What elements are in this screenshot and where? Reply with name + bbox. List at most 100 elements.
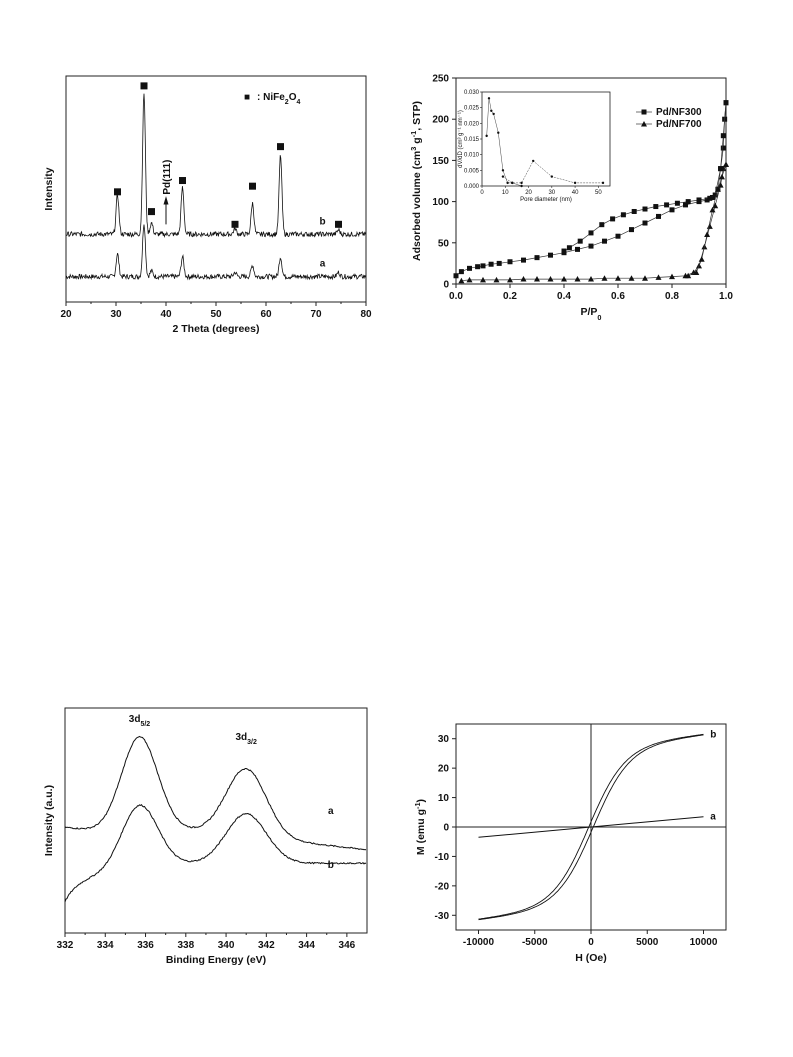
nife2o4-peak-marker (114, 188, 121, 196)
pd111-arrowhead (163, 196, 169, 205)
y-axis-label: Intensity (43, 167, 55, 210)
xps-svg: 332 334 336 338 340 342 344 346 Binding Energy (… (43, 707, 368, 966)
point-Pd/NF700 (588, 276, 594, 282)
point-Pd/NF300 (488, 261, 494, 267)
series-label-b: b (328, 860, 334, 871)
y-tick-label: 50 (438, 238, 450, 249)
inset-x-label: Pore diameter (nm) (520, 197, 572, 203)
point-Pd/NF300 (453, 273, 459, 279)
point-Pd/NF300 (610, 216, 616, 222)
x-tick-label: -5000 (522, 937, 548, 948)
y-axis-label: Adsorbed volume (cm3 g-1, STP) (410, 101, 423, 261)
inset-point-Pd/NF300 (485, 134, 488, 138)
x-tick-label: 1.0 (719, 291, 733, 302)
point-Pd/NF700 (706, 223, 713, 229)
xrd-chart: 20 30 40 50 60 70 80 2 Theta (degrees) Intensity… (40, 74, 380, 344)
point-Pd/NF700 (669, 273, 675, 280)
x-tick-label: 40 (160, 309, 172, 320)
point-Pd/NF300 (507, 259, 513, 265)
point-Pd/NF700 (709, 206, 716, 213)
x-tick-label: 10000 (690, 937, 718, 948)
nife2o4-peak-marker (249, 182, 256, 190)
inset-y-label: dV/dD (cm³ g⁻¹ nm⁻¹) (458, 110, 464, 168)
magnetization-svg: -10000 -5000 0 5000 10000 -30 -20 -10 0 10 20 30 H (… (413, 723, 727, 964)
x-tick-label: 0.8 (665, 291, 679, 302)
series-line-Pd/NF700-adsorption (461, 164, 727, 282)
point-Pd/NF700 (693, 269, 700, 275)
point-Pd/NF300 (599, 222, 605, 228)
inset-x-tick-label: 30 (548, 190, 555, 196)
point-Pd/NF300 (475, 264, 481, 270)
point-Pd/NF300 (723, 100, 729, 106)
point-Pd/NF700 (714, 186, 721, 192)
x-tick-label: 5000 (636, 937, 659, 948)
series-line-a (65, 224, 366, 281)
point-Pd/NF300 (696, 197, 702, 203)
series-label-b: b (319, 216, 325, 227)
x-tick-label: 0.4 (557, 291, 571, 302)
y-tick-label: 250 (432, 74, 449, 85)
point-Pd/NF700 (520, 276, 527, 282)
y-tick-label: -10 (435, 852, 450, 863)
point-Pd/NF300 (561, 248, 567, 254)
inset-point-Pd/NF700 (511, 181, 514, 185)
point-Pd/NF300 (653, 204, 659, 210)
y-axis-label: M (emu g-1) (413, 799, 428, 855)
x-tick-label: 334 (97, 940, 114, 951)
inset-x-tick-label: 0 (480, 190, 484, 196)
x-tick-label: 20 (60, 309, 72, 320)
point-Pd/NF300 (683, 202, 688, 208)
inset-y-tick-label: 0.000 (464, 184, 480, 190)
series-label-a: a (328, 806, 334, 817)
series-label-b: b (710, 729, 716, 740)
inset-y-tick-label: 0.015 (464, 137, 480, 143)
point-Pd/NF300 (642, 206, 648, 212)
plot-frame (455, 77, 727, 285)
point-Pd/NF300 (664, 202, 670, 208)
series-line-b-down (478, 733, 704, 920)
point-Pd/NF300 (710, 194, 715, 200)
inset-frame (481, 91, 611, 187)
x-tick-label: 0.0 (449, 291, 463, 302)
point-Pd/NF700 (547, 276, 554, 282)
y-tick-label: 200 (432, 115, 449, 126)
inset-point-Pd/NF700 (550, 175, 554, 178)
point-Pd/NF300 (496, 260, 502, 266)
point-Pd/NF700 (628, 275, 635, 281)
x-tick-label: 80 (360, 309, 372, 320)
x-tick-label: 336 (137, 940, 154, 951)
point-Pd/NF300 (566, 245, 572, 251)
x-axis-label: 2 Theta (degrees) (173, 323, 260, 335)
y-tick-label: -20 (435, 881, 450, 892)
point-Pd/NF700 (704, 231, 711, 238)
series-line-Pd/NF700-desorption (688, 164, 727, 277)
inset-point-Pd/NF700 (601, 181, 605, 185)
inset-point-Pd/NF700 (532, 159, 535, 163)
y-tick-label: 100 (432, 197, 449, 208)
series-line-b-up (478, 734, 704, 921)
xrd-svg: 20 30 40 50 60 70 80 2 Theta (degrees) Intensity… (43, 75, 372, 335)
x-tick-label: 70 (310, 309, 322, 320)
inset-point-Pd/NF700 (501, 175, 505, 178)
nife2o4-peak-marker (179, 177, 186, 185)
point-Pd/NF300 (588, 243, 594, 249)
point-Pd/NF300 (615, 233, 621, 239)
point-Pd/NF700 (615, 275, 621, 281)
point-Pd/NF300 (674, 200, 680, 206)
inset-point-Pd/NF300 (490, 109, 493, 112)
y-tick-label: -30 (435, 911, 450, 922)
peak-label: 3d5/2 (129, 714, 151, 728)
legend-label: Pd/NF300 (656, 107, 702, 118)
isotherm-chart: 0.0 0.2 0.4 0.6 0.8 1.0 0 50 100 150 200 250 P/P0 Ads… (409, 74, 750, 344)
legend-marker (641, 109, 647, 115)
point-Pd/NF300 (575, 246, 580, 252)
x-tick-label: 338 (177, 940, 194, 951)
point-Pd/NF700 (574, 276, 581, 282)
series-line-b (65, 93, 366, 238)
point-Pd/NF300 (458, 269, 464, 275)
point-Pd/NF700 (466, 276, 473, 283)
point-Pd/NF300 (720, 145, 726, 151)
inset-point-Pd/NF300 (497, 131, 500, 134)
inset-point-Pd/NF300 (501, 169, 505, 172)
point-Pd/NF300 (588, 230, 594, 236)
